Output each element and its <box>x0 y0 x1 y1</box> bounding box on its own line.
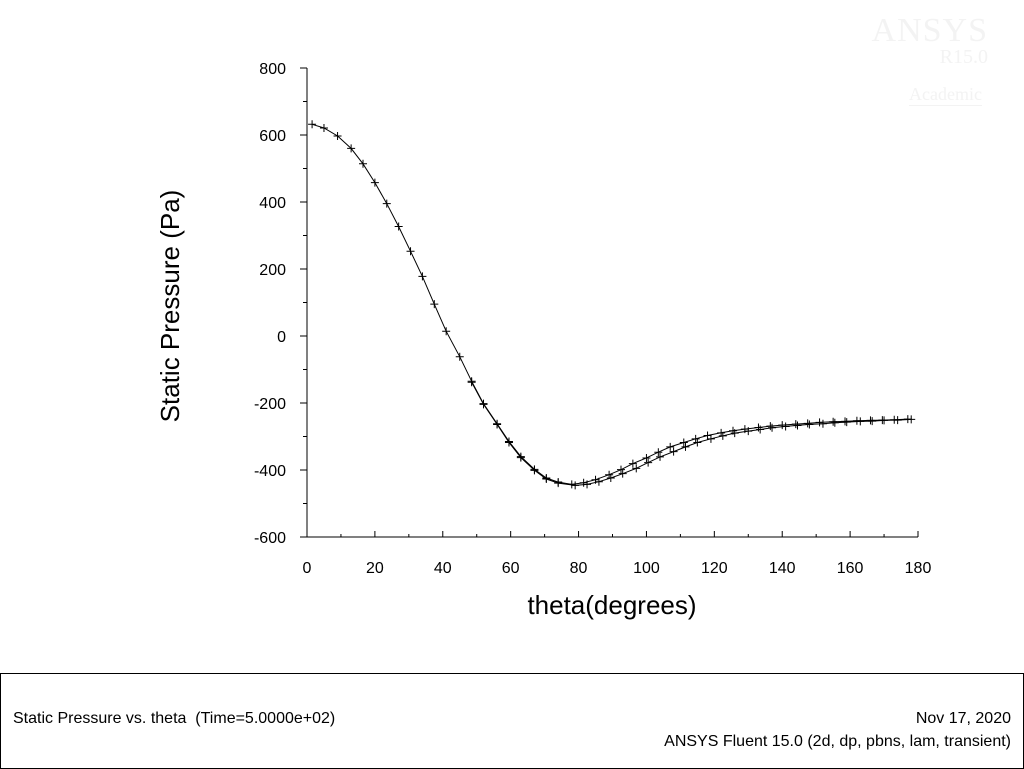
data-point-marker <box>504 438 513 447</box>
data-point-marker <box>628 459 637 468</box>
series-line-1 <box>311 123 908 485</box>
x-tick-label: 80 <box>570 560 588 577</box>
data-point-marker <box>382 199 391 208</box>
y-tick-label: -600 <box>254 530 286 547</box>
data-point-marker <box>730 429 739 438</box>
data-point-marker <box>606 474 615 483</box>
plot-date: Nov 17, 2020 <box>915 710 1011 727</box>
data-point-marker <box>467 378 476 387</box>
data-point-marker <box>868 417 877 426</box>
data-point-marker <box>669 447 678 456</box>
data-point-marker <box>778 421 787 430</box>
data-point-marker <box>893 416 902 425</box>
data-point-marker <box>642 453 651 462</box>
data-point-marker <box>516 453 525 462</box>
y-tick-label: 0 <box>277 329 286 346</box>
data-point-marker <box>308 120 317 129</box>
plot-description: Static Pressure vs. theta (Time=5.0000e+… <box>13 710 336 727</box>
data-point-marker <box>605 470 614 479</box>
y-tick-label: 600 <box>259 128 286 145</box>
data-point-marker <box>554 479 563 488</box>
watermark-license: Academic <box>909 84 982 106</box>
data-point-marker <box>830 418 839 427</box>
data-point-marker <box>866 416 875 425</box>
x-tick-label: 0 <box>303 560 312 577</box>
watermark-title: ANSYS <box>871 12 988 49</box>
data-point-marker <box>442 327 451 336</box>
data-point-marker <box>744 427 753 436</box>
plot-axes: 0 20 40 60 80 100 120 140 160 180 -600 -400 -200 0 200… <box>155 61 931 620</box>
y-tick-label: 200 <box>259 262 286 279</box>
x-tick-label: 180 <box>905 560 932 577</box>
data-point-marker <box>679 438 688 447</box>
data-point-marker <box>370 178 379 187</box>
data-point-marker <box>852 416 861 425</box>
x-tick-label: 20 <box>366 560 384 577</box>
data-point-marker <box>455 352 464 361</box>
data-point-marker <box>693 438 702 447</box>
data-point-marker <box>803 419 812 428</box>
data-point-marker <box>656 452 665 461</box>
data-point-marker <box>579 478 588 487</box>
data-point-marker <box>319 123 328 132</box>
data-point-marker <box>793 421 802 430</box>
data-point-marker <box>406 247 415 256</box>
data-point-marker <box>479 400 488 409</box>
x-tick-label: 40 <box>434 560 452 577</box>
data-point-marker <box>493 420 502 429</box>
x-axis-title: theta(degrees) <box>527 590 696 620</box>
data-point-marker <box>359 159 368 168</box>
data-point-marker <box>841 417 850 426</box>
data-point-marker <box>571 481 580 490</box>
data-point-marker <box>829 417 838 426</box>
data-point-marker <box>430 300 439 309</box>
data-point-marker <box>691 434 700 443</box>
xy-plot: 0 20 40 60 80 100 120 140 160 180 -600 -400 -200 0 200… <box>155 61 931 620</box>
data-point-marker <box>542 475 551 484</box>
data-point-marker <box>791 420 800 429</box>
x-tick-label: 160 <box>837 560 864 577</box>
data-point-marker <box>766 422 775 431</box>
plot-series <box>308 120 916 490</box>
data-point-marker <box>594 477 603 486</box>
data-point-marker <box>394 222 403 231</box>
data-point-marker <box>703 431 712 440</box>
data-point-marker <box>768 423 777 432</box>
x-tick-label: 120 <box>701 560 728 577</box>
y-tick-label: 800 <box>259 61 286 78</box>
data-point-marker <box>818 419 827 428</box>
data-point-marker <box>616 465 625 474</box>
y-tick-label: -400 <box>254 463 286 480</box>
plot-info-footer: Static Pressure vs. theta (Time=5.0000e+… <box>0 673 1024 769</box>
data-point-marker <box>756 425 765 434</box>
data-point-marker <box>347 144 356 153</box>
data-point-marker <box>805 420 814 429</box>
x-tick-label: 100 <box>633 560 660 577</box>
y-tick-label: 400 <box>259 195 286 212</box>
x-tick-label: 60 <box>502 560 520 577</box>
data-point-marker <box>644 458 653 467</box>
data-point-marker <box>333 132 342 141</box>
solver-info: ANSYS Fluent 15.0 (2d, dp, pbns, lam, tr… <box>664 733 1011 750</box>
data-point-marker <box>666 442 675 451</box>
data-point-marker <box>681 442 690 451</box>
data-point-marker <box>632 464 641 473</box>
data-point-marker <box>856 417 865 426</box>
data-point-marker <box>718 431 727 440</box>
data-point-marker <box>781 422 790 431</box>
y-tick-label: -200 <box>254 396 286 413</box>
data-point-marker <box>583 480 592 489</box>
data-point-marker <box>530 466 539 475</box>
data-point-marker <box>618 469 627 478</box>
data-point-marker <box>907 415 916 424</box>
watermark-version: R15.0 <box>939 46 988 68</box>
x-tick-label: 140 <box>769 560 796 577</box>
data-point-marker <box>706 434 715 443</box>
data-point-marker <box>815 418 824 427</box>
y-axis-title: Static Pressure (Pa) <box>155 190 185 423</box>
data-point-marker <box>880 416 889 425</box>
data-point-marker <box>418 272 427 281</box>
data-point-marker <box>654 448 663 457</box>
data-point-marker <box>842 418 851 427</box>
